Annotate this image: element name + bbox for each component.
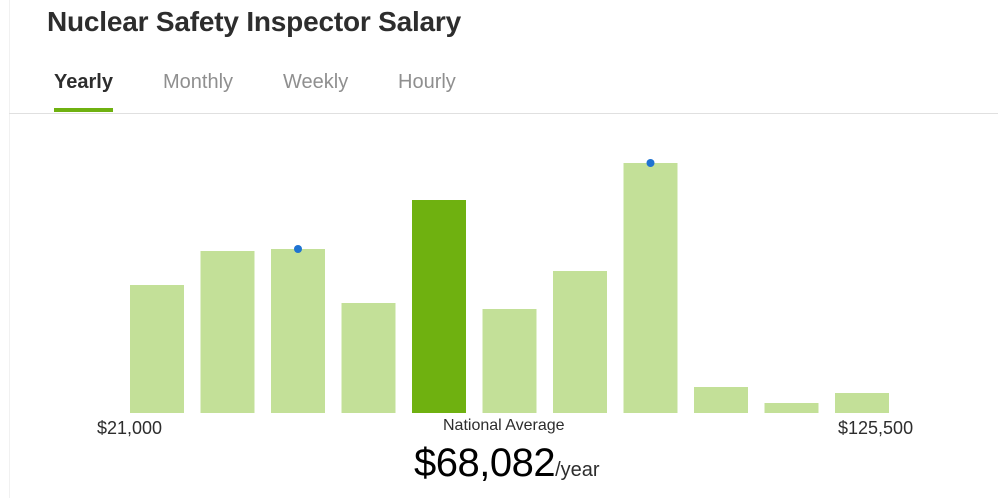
histogram-bar[interactable] <box>130 285 184 413</box>
period-tabs: Yearly Monthly Weekly Hourly <box>9 64 998 114</box>
bar-marker-dot <box>294 245 302 253</box>
tab-hourly[interactable]: Hourly <box>398 71 456 93</box>
histogram-bar[interactable] <box>341 303 396 413</box>
histogram-bar[interactable] <box>835 393 889 413</box>
histogram-bar[interactable] <box>271 249 325 413</box>
histogram-bar[interactable] <box>553 271 607 413</box>
tab-yearly[interactable]: Yearly <box>54 64 113 112</box>
national-average-label: National Average <box>443 417 565 434</box>
page-title: Nuclear Safety Inspector Salary <box>47 6 461 37</box>
national-average: $68,082/year <box>414 441 600 486</box>
axis-max-label: $125,500 <box>838 418 914 438</box>
national-average-value: $68,082 <box>414 441 556 485</box>
histogram-bar-average[interactable] <box>412 200 466 413</box>
histogram-bar[interactable] <box>200 251 255 413</box>
bar-marker-dot <box>646 159 655 167</box>
histogram-bar[interactable] <box>623 163 678 413</box>
left-divider <box>9 0 10 498</box>
national-average-unit: /year <box>555 459 600 481</box>
histogram-bar[interactable] <box>482 309 537 413</box>
tab-weekly[interactable]: Weekly <box>283 71 349 93</box>
histogram-bar[interactable] <box>694 387 748 413</box>
axis-min-label: $21,000 <box>97 418 163 438</box>
tab-monthly[interactable]: Monthly <box>163 71 234 93</box>
histogram-bar[interactable] <box>764 403 819 413</box>
